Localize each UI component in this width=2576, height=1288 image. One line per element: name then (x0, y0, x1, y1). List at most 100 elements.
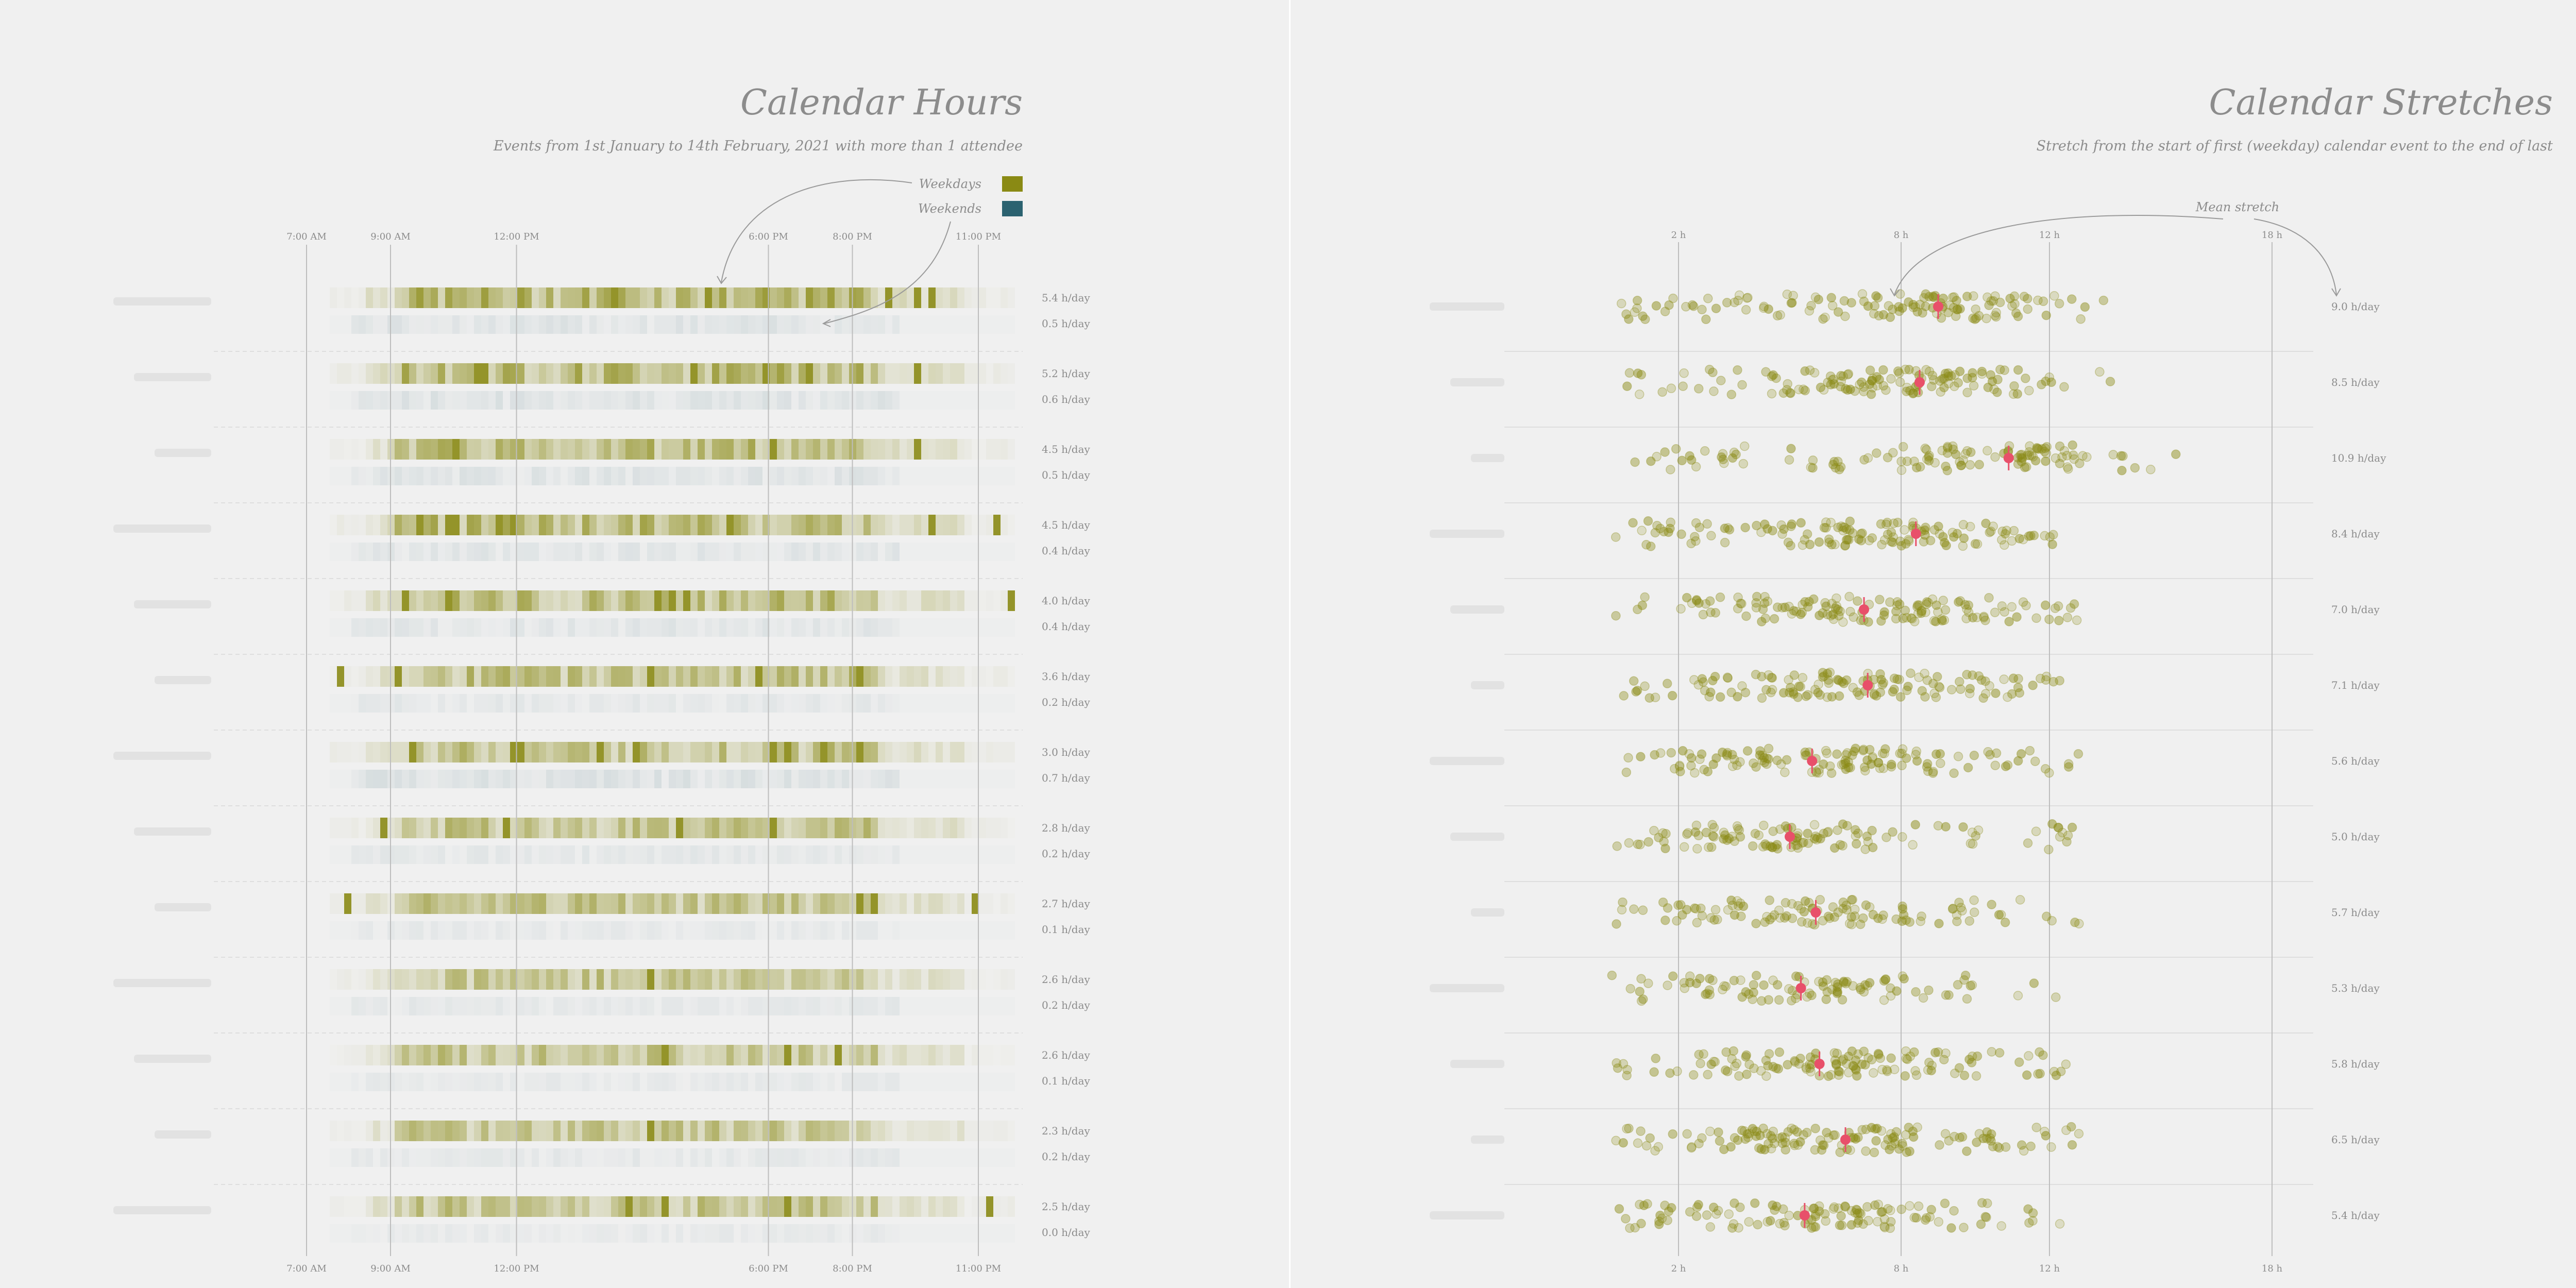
weekday-cell (835, 1196, 842, 1217)
weekday-cell (719, 742, 726, 762)
stretch-point (1719, 1144, 1729, 1155)
weekend-cell (546, 694, 553, 713)
weekday-cell (488, 515, 496, 535)
stretch-point (1962, 670, 1972, 680)
stretch-point (1810, 685, 1820, 694)
weekend-cell (698, 391, 705, 410)
weekend-cell (359, 315, 366, 334)
stretch-point (1881, 385, 1891, 395)
weekday-cell (395, 1045, 402, 1065)
stretch-point (2035, 1069, 2045, 1079)
stretch-point (1991, 688, 2001, 698)
weekend-cell (878, 1148, 885, 1167)
stretch-point (2007, 536, 2017, 546)
weekend-cell (582, 391, 589, 410)
weekday-cell (914, 893, 921, 914)
stretch-point (1873, 1048, 1884, 1059)
weekend-cell (726, 1224, 734, 1243)
stretch-point (1685, 977, 1695, 988)
stretch-point (1962, 604, 1972, 614)
weekend-cell (842, 618, 849, 637)
mean-stretch-label: 5.3 h/day (2331, 982, 2380, 994)
stretch-point (1868, 842, 1878, 853)
weekday-cell (460, 1121, 467, 1141)
weekday-cell (928, 742, 936, 762)
weekend-cell (690, 467, 698, 485)
weekday-cell (907, 439, 914, 460)
weekend-cell (452, 391, 460, 410)
weekday-cell (503, 1045, 510, 1065)
weekend-cell (597, 921, 604, 940)
weekend-cell (662, 391, 669, 410)
stretch-point (2013, 459, 2023, 469)
weekday-cell (561, 1196, 568, 1217)
weekday-cell (921, 439, 928, 460)
stretch-point (1897, 916, 1907, 926)
stretch-point (1639, 1200, 1649, 1210)
weekday-cell (510, 666, 517, 687)
weekday-cell (380, 515, 387, 535)
weekday-cell (611, 363, 618, 384)
weekend-cell (373, 467, 380, 485)
stretch-point (1766, 1131, 1776, 1141)
weekday-cell (835, 893, 842, 914)
weekend-cell (438, 694, 445, 713)
weekday-cell (597, 363, 604, 384)
stretch-point (1759, 820, 1769, 831)
stretch-tick-label-bottom: 8 h (1894, 1263, 1909, 1274)
weekend-cell (741, 618, 748, 637)
weekday-cell (409, 893, 416, 914)
weekend-cell (575, 315, 582, 334)
weekend-cell (986, 543, 993, 561)
stretch-point (1659, 527, 1669, 537)
weekday-cell (373, 893, 380, 914)
stretch-point (1850, 911, 1860, 921)
mean-stretch-label: 7.0 h/day (2331, 603, 2380, 616)
stretch-point (2021, 601, 2031, 611)
weekday-cell (669, 515, 676, 535)
weekend-cell (799, 467, 806, 485)
stretch-point (1921, 1213, 1931, 1223)
stretch-point (1828, 374, 1839, 384)
weekday-cell (524, 1196, 532, 1217)
weekend-cell (683, 1224, 690, 1243)
weekend-cell (928, 694, 936, 713)
stretch-point (1727, 1054, 1737, 1064)
weekday-cell (625, 590, 633, 611)
weekend-cell (423, 921, 431, 940)
weekend-cell (943, 1073, 950, 1091)
weekday-cell (416, 893, 423, 914)
weekday-cell (582, 742, 589, 762)
weekday-cell (474, 439, 481, 460)
legend-weekends-swatch (1002, 201, 1023, 216)
weekend-cell (734, 997, 741, 1015)
stretch-point (1878, 365, 1888, 375)
stretch-point (1762, 911, 1772, 922)
weekend-cell (676, 1148, 683, 1167)
stretch-point (1662, 679, 1672, 689)
weekday-cell (928, 1196, 936, 1217)
weekend-cell (791, 694, 799, 713)
weekend-cell (351, 315, 359, 334)
weekday-cell (827, 1196, 835, 1217)
stretch-point (1636, 1218, 1646, 1229)
weekday-cell (423, 742, 431, 762)
weekend-cell (914, 315, 921, 334)
stretch-point (1925, 1212, 1935, 1222)
weekday-cell (539, 287, 546, 308)
weekday-cell (575, 363, 582, 384)
weekend-cell (481, 1073, 488, 1091)
stretch-point (1833, 605, 1843, 615)
stretch-point (2041, 376, 2050, 386)
stretch-point (1650, 692, 1660, 702)
stretch-point (1994, 1143, 2004, 1153)
weekday-cell (791, 969, 799, 990)
stretch-point (1722, 298, 1732, 308)
stretch-point (1859, 987, 1869, 997)
stretch-point (1802, 992, 1812, 1002)
stretch-point (1709, 386, 1719, 396)
stretch-point (1886, 1217, 1896, 1227)
weekday-cell (936, 818, 943, 838)
weekday-cell (856, 818, 863, 838)
stretch-point (1831, 603, 1840, 613)
